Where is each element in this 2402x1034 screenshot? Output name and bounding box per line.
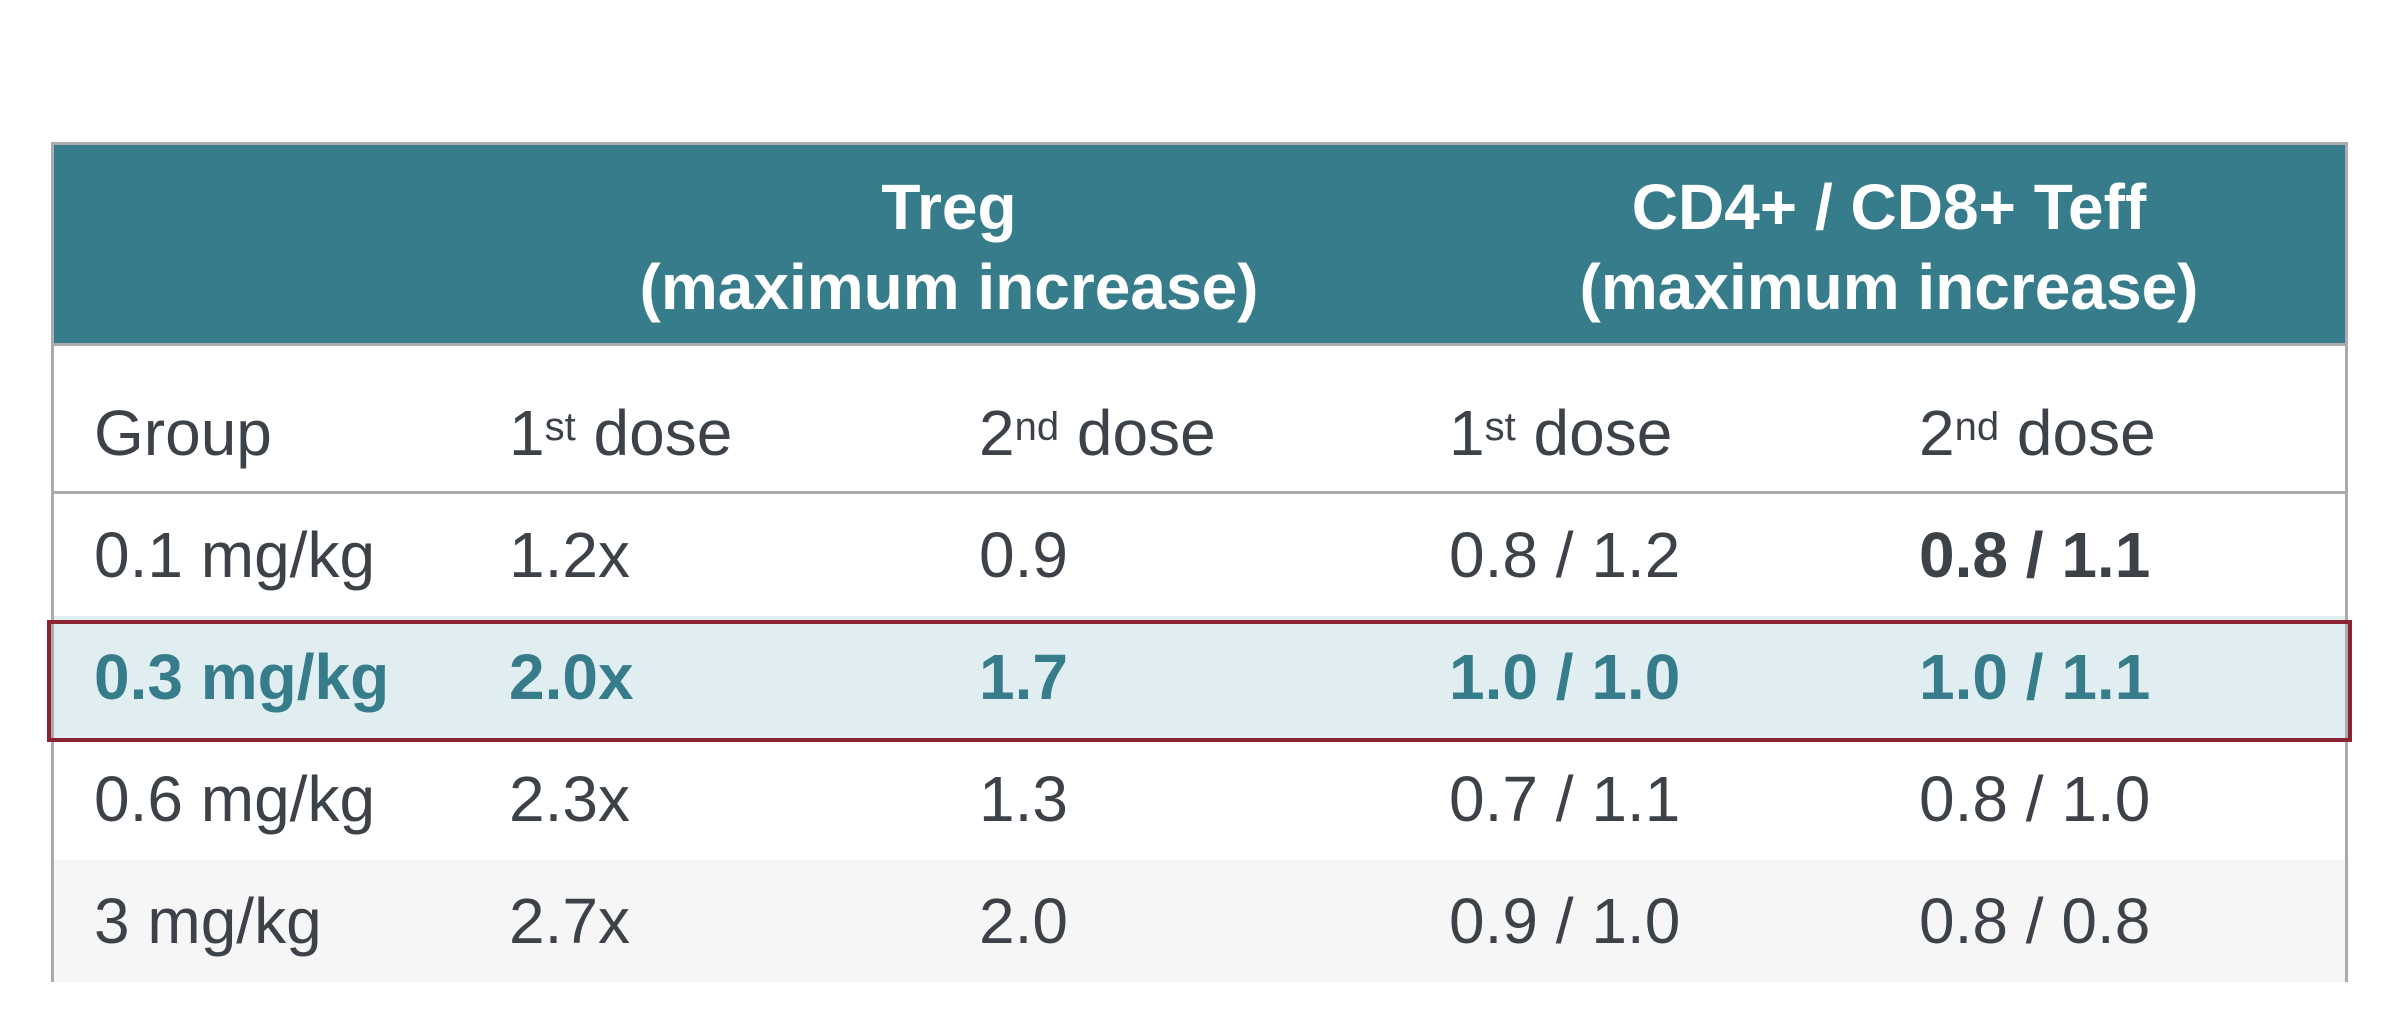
cell-treg-dose-1: 1.2x bbox=[509, 519, 630, 591]
table-row-highlighted: 0.3 mg/kg 2.0x 1.7 1.0 / 1.0 1.0 / 1.1 bbox=[54, 616, 2345, 738]
cell-treg-dose-1: 2.3x bbox=[509, 763, 630, 835]
table-row: 3 mg/kg 2.7x 2.0 0.9 / 1.0 0.8 / 0.8 bbox=[54, 860, 2345, 982]
cell-group: 0.1 mg/kg bbox=[94, 519, 376, 591]
cell-teff-dose-2: 0.8 / 1.1 bbox=[1919, 519, 2151, 591]
cell-teff-dose-1: 0.8 / 1.2 bbox=[1449, 519, 1681, 591]
cell-teff-dose-2: 1.0 / 1.1 bbox=[1919, 641, 2151, 713]
cell-group: 0.3 mg/kg bbox=[94, 641, 390, 713]
cell-teff-dose-1: 0.7 / 1.1 bbox=[1449, 763, 1681, 835]
table-header-band: Treg (maximum increase) CD4+ / CD8+ Teff… bbox=[54, 145, 2345, 346]
cell-treg-dose-2: 0.9 bbox=[979, 519, 1068, 591]
cell-treg-dose-1: 2.0x bbox=[509, 641, 634, 713]
cell-teff-dose-2: 0.8 / 0.8 bbox=[1919, 885, 2151, 957]
data-table: Treg (maximum increase) CD4+ / CD8+ Teff… bbox=[51, 142, 2348, 982]
cell-treg-dose-1: 2.7x bbox=[509, 885, 630, 957]
dose-number: 2 bbox=[1919, 396, 1955, 469]
dose-number: 2 bbox=[979, 396, 1015, 469]
dose-word: dose bbox=[1515, 396, 1673, 469]
treg-header-title: Treg bbox=[881, 171, 1017, 243]
dose-word: dose bbox=[575, 396, 733, 469]
dose-number: 1 bbox=[1449, 396, 1485, 469]
table-row: 0.1 mg/kg 1.2x 0.9 0.8 / 1.2 0.8 / 1.1 bbox=[54, 494, 2345, 616]
teff-group-header: CD4+ / CD8+ Teff (maximum increase) bbox=[1449, 167, 2329, 327]
dose-number: 1 bbox=[509, 396, 545, 469]
cell-teff-dose-1: 1.0 / 1.0 bbox=[1449, 641, 1681, 713]
cell-group: 3 mg/kg bbox=[94, 885, 322, 957]
dose-word: dose bbox=[1059, 396, 1216, 469]
cell-teff-dose-1: 0.9 / 1.0 bbox=[1449, 885, 1681, 957]
cell-treg-dose-2: 2.0 bbox=[979, 885, 1068, 957]
cell-treg-dose-2: 1.3 bbox=[979, 763, 1068, 835]
teff-header-title: CD4+ / CD8+ Teff bbox=[1631, 171, 2147, 243]
treg-header-subtitle: (maximum increase) bbox=[639, 251, 1259, 323]
cell-teff-dose-2: 0.8 / 1.0 bbox=[1919, 763, 2151, 835]
treg-group-header: Treg (maximum increase) bbox=[509, 167, 1389, 327]
cell-group: 0.6 mg/kg bbox=[94, 763, 376, 835]
cell-treg-dose-2: 1.7 bbox=[979, 641, 1068, 713]
teff-header-subtitle: (maximum increase) bbox=[1579, 251, 2199, 323]
dose-word: dose bbox=[1999, 396, 2156, 469]
column-header-group: Group bbox=[94, 396, 272, 469]
table-row: 0.6 mg/kg 2.3x 1.3 0.7 / 1.1 0.8 / 1.0 bbox=[54, 738, 2345, 860]
